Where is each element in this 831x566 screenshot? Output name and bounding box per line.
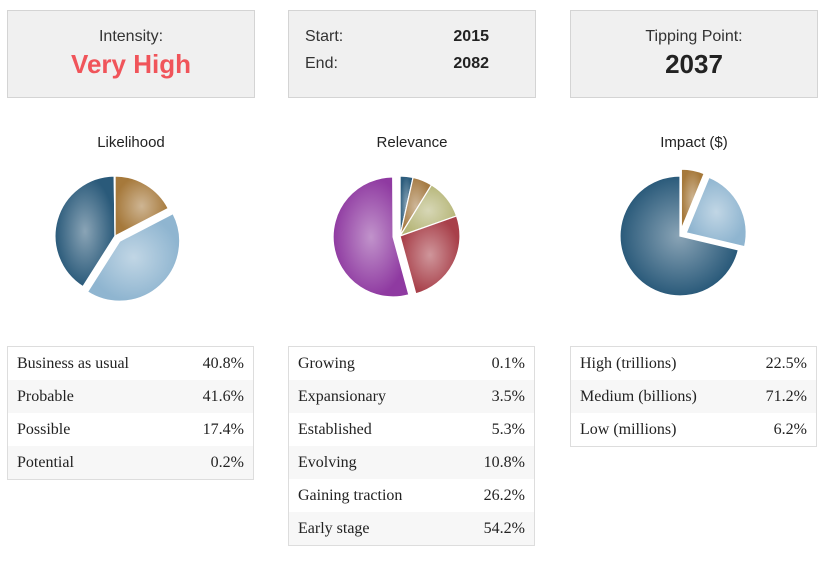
row-value: 10.8% [453, 446, 535, 479]
table-row: Growing 0.1% [288, 346, 535, 380]
row-label: Established [288, 413, 454, 446]
table-row: Potential 0.2% [7, 446, 254, 480]
row-label: High (trillions) [570, 346, 742, 380]
relevance-pie-chart [332, 175, 461, 298]
pie-slice-business-as-usual [54, 175, 116, 288]
row-value: 40.8% [176, 346, 254, 380]
row-value: 26.2% [453, 479, 535, 512]
intensity-value: Very High [71, 49, 191, 79]
table-row: Probable 41.6% [7, 380, 254, 413]
row-label: Gaining traction [288, 479, 454, 512]
row-value: 71.2% [741, 380, 817, 413]
table-row: Established 5.3% [288, 413, 535, 446]
row-value: 41.6% [176, 380, 254, 413]
intensity-label: Intensity: [98, 28, 164, 45]
row-value: 17.4% [176, 413, 254, 446]
table-row: Gaining traction 26.2% [288, 479, 535, 512]
row-value: 3.5% [453, 380, 535, 413]
pie-slice-probable [86, 212, 181, 302]
impact-table: High (trillions) 22.5% Medium (billions) 7… [570, 346, 817, 447]
table-row: Early stage 54.2% [288, 512, 535, 546]
table-row: Medium (billions) 71.2% [570, 380, 817, 413]
end-value: 2082 [453, 55, 489, 72]
table-row: Possible 17.4% [7, 413, 254, 446]
start-value: 2015 [453, 28, 489, 45]
impact-title: Impact ($) [660, 134, 728, 151]
row-label: Potential [7, 446, 177, 480]
row-label: Early stage [288, 512, 454, 546]
table-row: Low (millions) 6.2% [570, 413, 817, 447]
row-value: 22.5% [741, 346, 817, 380]
table-row: Business as usual 40.8% [7, 346, 254, 380]
likelihood-pie-chart [54, 175, 181, 302]
likelihood-title: Likelihood [97, 134, 165, 151]
pie-slice-early-stage [332, 176, 410, 298]
pie-slice-possible [114, 175, 170, 237]
end-label: End: [305, 55, 338, 72]
row-label: Probable [7, 380, 177, 413]
row-label: Growing [288, 346, 454, 380]
date-range-card: Start: 2015 End: 2082 [288, 10, 536, 98]
relevance-table: Growing 0.1% Expansionary 3.5% Established… [288, 346, 535, 546]
impact-pie-chart [619, 168, 747, 297]
row-value: 0.2% [176, 446, 254, 480]
start-label: Start: [305, 28, 344, 45]
pie-slice-low-millions [680, 168, 705, 230]
intensity-card: Intensity: Very High [7, 10, 255, 98]
tipping-point-label: Tipping Point: [645, 28, 743, 45]
pie-slice-high-trillions [685, 176, 747, 248]
row-label: Expansionary [288, 380, 454, 413]
tipping-point-value: 2037 [665, 49, 723, 79]
likelihood-table: Business as usual 40.8% Probable 41.6% Pos… [7, 346, 254, 480]
row-label: Low (millions) [570, 413, 742, 447]
row-label: Medium (billions) [570, 380, 742, 413]
pie-slice-medium-billions [619, 175, 740, 297]
row-label: Business as usual [7, 346, 177, 380]
row-label: Possible [7, 413, 177, 446]
relevance-title: Relevance [376, 134, 448, 151]
pie-slice-potential [113, 175, 116, 237]
table-row: Expansionary 3.5% [288, 380, 535, 413]
table-row: Evolving 10.8% [288, 446, 535, 479]
row-value: 6.2% [741, 413, 817, 447]
pie-slice-gaining-traction [399, 215, 461, 295]
row-label: Evolving [288, 446, 454, 479]
row-value: 5.3% [453, 413, 535, 446]
row-value: 54.2% [453, 512, 535, 546]
table-row: High (trillions) 22.5% [570, 346, 817, 380]
row-value: 0.1% [453, 346, 535, 380]
tipping-point-card: Tipping Point: 2037 [570, 10, 818, 98]
